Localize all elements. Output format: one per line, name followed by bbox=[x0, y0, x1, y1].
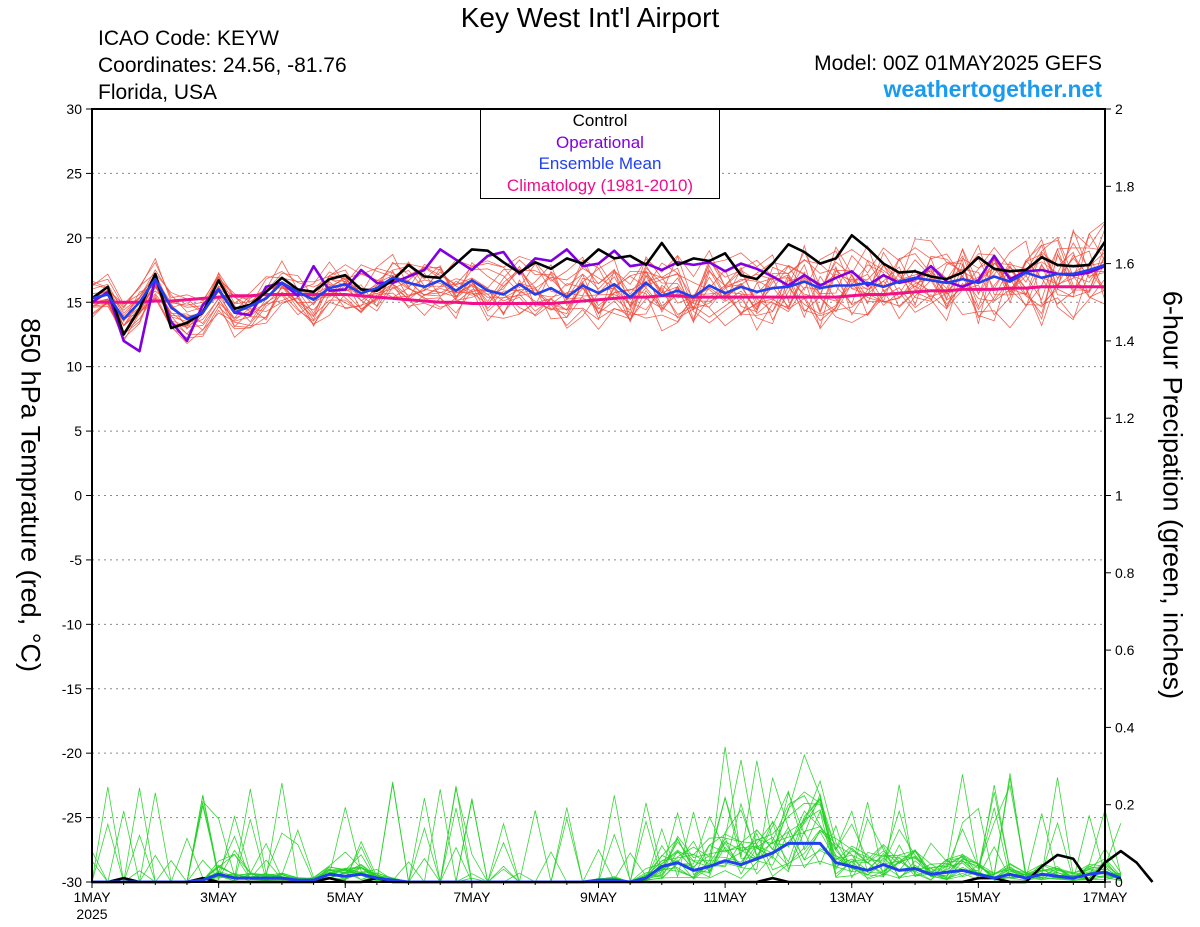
left-tick-label: 15 bbox=[66, 294, 82, 310]
x-tick-label: 9MAY bbox=[580, 889, 618, 905]
legend: Control Operational Ensemble Mean Climat… bbox=[480, 109, 720, 199]
x-tick-label: 3MAY bbox=[200, 889, 238, 905]
left-tick-label: -5 bbox=[70, 552, 83, 568]
temperature-member-line bbox=[91, 238, 1106, 308]
right-tick-label: 1.6 bbox=[1115, 256, 1135, 272]
right-tick-label: 2 bbox=[1115, 101, 1123, 117]
right-tick-label: 1.8 bbox=[1115, 178, 1135, 194]
ensemble-mean-temperature-line bbox=[91, 263, 1106, 321]
right-axis: 2 1.8 1.6 1.4 1.2 1 0.8 0.6 0.4 0.2 0 bbox=[1105, 101, 1135, 890]
x-tick-label: 15MAY bbox=[956, 889, 1002, 905]
left-tick-label: -15 bbox=[62, 681, 82, 697]
left-tick-label: -20 bbox=[62, 745, 82, 761]
precipitation-member-line bbox=[92, 774, 1121, 883]
x-tick-label: 5MAY bbox=[327, 889, 365, 905]
right-tick-label: 0.4 bbox=[1115, 719, 1135, 735]
site-link[interactable]: weathertogether.net bbox=[883, 76, 1102, 102]
left-tick-label: -10 bbox=[62, 616, 82, 632]
x-tick-label: 13MAY bbox=[829, 889, 875, 905]
control-temperature-line bbox=[91, 234, 1107, 336]
left-tick-label: 20 bbox=[66, 230, 82, 246]
temperature-member-line bbox=[91, 252, 1106, 335]
right-tick-label: 0 bbox=[1115, 874, 1123, 890]
left-tick-label: 30 bbox=[66, 101, 82, 117]
y-axis-right-label: 6-hour Precipation (green, inches) bbox=[1157, 290, 1188, 700]
main-series bbox=[91, 234, 1154, 884]
model-run: Model: 00Z 01MAY2025 GEFS bbox=[814, 52, 1102, 75]
x-tick-label: 7MAY bbox=[453, 889, 491, 905]
left-tick-label: 10 bbox=[66, 359, 82, 375]
left-tick-label: -30 bbox=[62, 874, 82, 890]
right-tick-label: 1.2 bbox=[1115, 410, 1135, 426]
x-axis: 1MAY 3MAY 5MAY 7MAY 9MAY 11MAY 13MAY 15MAY 17MAY… bbox=[73, 882, 1128, 922]
legend-climatology: Climatology (1981-2010) bbox=[506, 175, 694, 195]
left-axis: 30 25 20 15 10 5 0 -5 -10 -15 -20 -25 -30 bbox=[62, 101, 92, 890]
temperature-member-line bbox=[91, 254, 1106, 335]
precipitation-members bbox=[91, 746, 1122, 884]
legend-control: Control bbox=[572, 111, 628, 130]
right-tick-label: 0.6 bbox=[1115, 642, 1135, 658]
left-tick-label: 0 bbox=[74, 488, 82, 504]
coordinates: Coordinates: 24.56, -81.76 bbox=[98, 54, 347, 77]
right-tick-label: 0.2 bbox=[1115, 797, 1135, 813]
x-tick-label: 1MAY bbox=[73, 889, 111, 905]
chart-title: Key West Int'l Airport bbox=[460, 2, 720, 33]
ensemble-mean-precipitation-line bbox=[92, 841, 1122, 884]
right-tick-label: 0.8 bbox=[1115, 565, 1135, 581]
left-tick-label: 25 bbox=[66, 165, 82, 181]
x-tick-label: 17MAY bbox=[1083, 889, 1129, 905]
x-year-label: 2025 bbox=[76, 906, 107, 922]
temperature-member-line bbox=[91, 254, 1106, 326]
y-axis-left-label: 850 hPa Temprature (red, °C) bbox=[15, 318, 46, 672]
left-tick-label: 5 bbox=[74, 423, 82, 439]
location: Florida, USA bbox=[98, 81, 218, 104]
icao-code: ICAO Code: KEYW bbox=[98, 27, 279, 50]
right-tick-label: 1.4 bbox=[1115, 333, 1135, 349]
x-tick-label: 11MAY bbox=[703, 889, 747, 905]
right-tick-label: 1 bbox=[1115, 488, 1123, 504]
left-tick-label: -25 bbox=[62, 810, 82, 826]
legend-ensemble-mean: Ensemble Mean bbox=[538, 154, 662, 173]
legend-operational: Operational bbox=[556, 132, 644, 152]
